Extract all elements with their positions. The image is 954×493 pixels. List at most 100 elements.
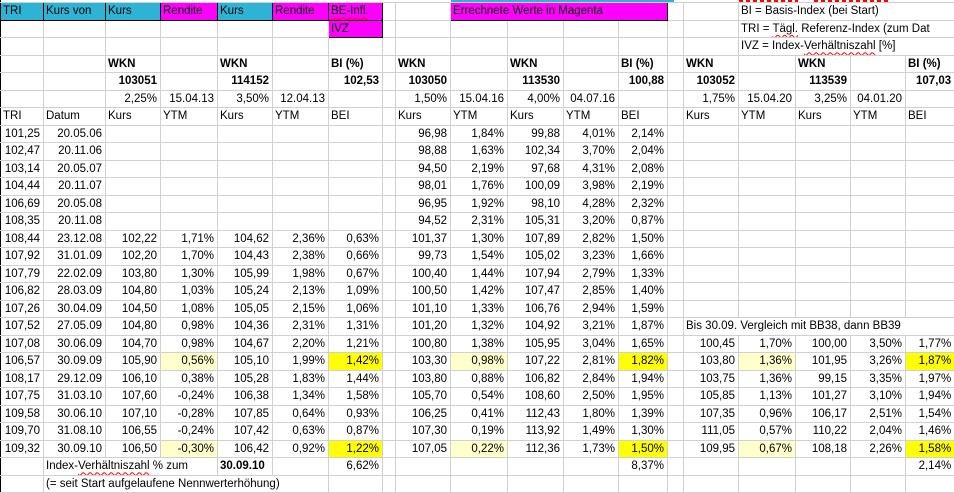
kurs-cell[interactable]: [684, 248, 739, 266]
kurs-cell[interactable]: 107,05: [396, 440, 451, 458]
ytm-cell[interactable]: 2,85%: [564, 283, 619, 301]
kurs-cell[interactable]: [796, 265, 851, 283]
empty-cell[interactable]: [906, 475, 954, 493]
bei-cell[interactable]: 1,97%: [906, 370, 954, 388]
empty-cell[interactable]: [396, 38, 451, 56]
empty-cell[interactable]: [329, 475, 383, 493]
ytm-cell[interactable]: 3,23%: [564, 248, 619, 266]
empty-cell[interactable]: [44, 90, 106, 108]
empty-cell[interactable]: [739, 458, 796, 476]
ytm-cell[interactable]: [161, 195, 218, 213]
gap-cell[interactable]: [668, 388, 684, 406]
bei-cell[interactable]: 1,50%: [619, 230, 668, 248]
ytm-cell[interactable]: [739, 125, 796, 143]
colhead-bei[interactable]: BEI: [906, 108, 954, 126]
kurs-cell[interactable]: 94,52: [396, 213, 451, 231]
maturity-cell[interactable]: 15.04.20: [739, 90, 796, 108]
gap-cell[interactable]: [383, 248, 396, 266]
ytm-cell[interactable]: 0,19%: [451, 423, 508, 441]
bei-cell[interactable]: 0,87%: [619, 213, 668, 231]
gap-cell[interactable]: [383, 195, 396, 213]
kurs-cell[interactable]: 106,38: [218, 388, 273, 406]
gap-cell[interactable]: [668, 423, 684, 441]
colhead-ytm[interactable]: YTM: [273, 108, 329, 126]
ytm-cell[interactable]: 1,76%: [451, 178, 508, 196]
ytm-cell[interactable]: 2,79%: [564, 265, 619, 283]
bei-cell[interactable]: [906, 125, 954, 143]
ytm-cell[interactable]: 0,67%: [739, 440, 796, 458]
bei-cell[interactable]: 1,58%: [906, 440, 954, 458]
empty-cell[interactable]: [619, 475, 668, 493]
ytm-cell[interactable]: -0,24%: [161, 388, 218, 406]
empty-cell[interactable]: [564, 38, 619, 56]
gap-cell[interactable]: [383, 265, 396, 283]
gap-cell[interactable]: [383, 300, 396, 318]
kurs-cell[interactable]: [106, 143, 161, 161]
date-cell[interactable]: 20.05.06: [44, 125, 106, 143]
tri-cell[interactable]: 107,92: [1, 248, 44, 266]
date-cell[interactable]: 30.09.09: [44, 353, 106, 371]
kurs-cell[interactable]: 104,70: [106, 335, 161, 353]
kurs-cell[interactable]: 104,80: [106, 283, 161, 301]
empty-cell[interactable]: [44, 55, 106, 73]
gap-cell[interactable]: [668, 178, 684, 196]
date-cell[interactable]: 30.09.10: [44, 440, 106, 458]
kurs-cell[interactable]: 105,05: [218, 300, 273, 318]
kurs-cell[interactable]: 100,40: [396, 265, 451, 283]
ytm-cell[interactable]: [161, 213, 218, 231]
bei-cell[interactable]: 1,77%: [906, 335, 954, 353]
kurs-cell[interactable]: 96,95: [396, 195, 451, 213]
ytm-cell[interactable]: [161, 178, 218, 196]
ytm-cell[interactable]: 1,63%: [451, 143, 508, 161]
kurs-cell[interactable]: [796, 178, 851, 196]
date-cell[interactable]: 20.05.07: [44, 160, 106, 178]
kurs-cell[interactable]: [218, 195, 273, 213]
empty-cell[interactable]: [906, 90, 954, 108]
date-cell[interactable]: 20.11.08: [44, 213, 106, 231]
footer-date[interactable]: 30.09.10: [218, 458, 273, 476]
empty-cell[interactable]: [851, 73, 906, 91]
ytm-cell[interactable]: [739, 178, 796, 196]
ytm-cell[interactable]: 1,30%: [161, 265, 218, 283]
ytm-cell[interactable]: 1,30%: [451, 230, 508, 248]
kurs-cell[interactable]: 101,10: [396, 300, 451, 318]
ytm-cell[interactable]: 3,04%: [564, 335, 619, 353]
note-bb-comparison[interactable]: Bis 30.09. Vergleich mit BB38, dann BB39: [684, 318, 954, 336]
kurs-cell[interactable]: [218, 160, 273, 178]
bei-cell[interactable]: [906, 230, 954, 248]
tri-cell[interactable]: 107,79: [1, 265, 44, 283]
ytm-cell[interactable]: [851, 213, 906, 231]
empty-cell[interactable]: [1, 90, 44, 108]
ytm-cell[interactable]: [739, 265, 796, 283]
bei-cell[interactable]: 1,31%: [329, 318, 383, 336]
legend-bi[interactable]: BI = Basis-Index (bei Start): [739, 3, 954, 21]
kurs-cell[interactable]: 106,55: [106, 423, 161, 441]
ytm-cell[interactable]: 3,98%: [564, 178, 619, 196]
gap-cell[interactable]: [668, 125, 684, 143]
kurs-cell[interactable]: [106, 213, 161, 231]
ytm-cell[interactable]: 0,96%: [739, 405, 796, 423]
kurs-cell[interactable]: [796, 195, 851, 213]
empty-cell[interactable]: [1, 475, 44, 493]
empty-cell[interactable]: [383, 38, 396, 56]
empty-cell[interactable]: [619, 20, 668, 38]
gap-cell[interactable]: [383, 160, 396, 178]
empty-cell[interactable]: [451, 73, 508, 91]
kurs-cell[interactable]: 100,80: [396, 335, 451, 353]
gap-cell[interactable]: [383, 440, 396, 458]
kurs-cell[interactable]: 110,22: [796, 423, 851, 441]
gap-cell[interactable]: [668, 90, 684, 108]
empty-cell[interactable]: [396, 20, 451, 38]
gap-cell[interactable]: [383, 55, 396, 73]
ytm-cell[interactable]: [851, 195, 906, 213]
ytm-cell[interactable]: [851, 178, 906, 196]
ytm-cell[interactable]: 2,94%: [564, 300, 619, 318]
colhead-kurs[interactable]: Kurs: [684, 108, 739, 126]
wkn-number[interactable]: 103052: [684, 73, 739, 91]
empty-cell[interactable]: [106, 38, 161, 56]
kurs-cell[interactable]: [684, 265, 739, 283]
bei-cell[interactable]: 0,66%: [329, 248, 383, 266]
kurs-cell[interactable]: 104,80: [106, 318, 161, 336]
ytm-cell[interactable]: 1,80%: [564, 405, 619, 423]
col-header-be-infl[interactable]: BE-Infl.: [329, 3, 383, 21]
